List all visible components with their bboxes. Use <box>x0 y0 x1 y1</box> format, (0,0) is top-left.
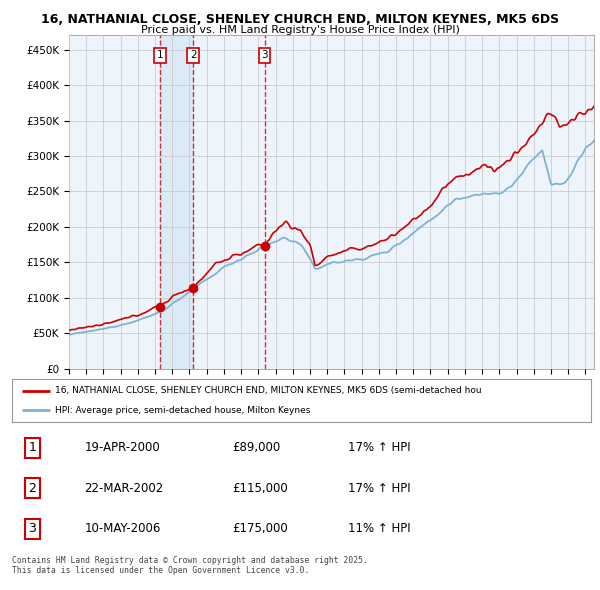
Text: 2: 2 <box>28 481 36 495</box>
Text: £175,000: £175,000 <box>232 522 288 535</box>
Text: 10-MAY-2006: 10-MAY-2006 <box>85 522 161 535</box>
Bar <box>160 35 193 369</box>
Text: 2: 2 <box>190 50 197 60</box>
Text: 17% ↑ HPI: 17% ↑ HPI <box>348 441 410 454</box>
Text: 3: 3 <box>28 522 36 535</box>
Text: £89,000: £89,000 <box>232 441 280 454</box>
Text: 1: 1 <box>28 441 36 454</box>
Text: 11% ↑ HPI: 11% ↑ HPI <box>348 522 410 535</box>
Text: 22-MAR-2002: 22-MAR-2002 <box>85 481 164 495</box>
Text: £115,000: £115,000 <box>232 481 288 495</box>
Text: 17% ↑ HPI: 17% ↑ HPI <box>348 481 410 495</box>
Text: HPI: Average price, semi-detached house, Milton Keynes: HPI: Average price, semi-detached house,… <box>55 406 311 415</box>
Text: 1: 1 <box>157 50 164 60</box>
Text: Contains HM Land Registry data © Crown copyright and database right 2025.
This d: Contains HM Land Registry data © Crown c… <box>12 556 368 575</box>
Text: 3: 3 <box>261 50 268 60</box>
Text: Price paid vs. HM Land Registry's House Price Index (HPI): Price paid vs. HM Land Registry's House … <box>140 25 460 35</box>
Text: 16, NATHANIAL CLOSE, SHENLEY CHURCH END, MILTON KEYNES, MK5 6DS (semi-detached h: 16, NATHANIAL CLOSE, SHENLEY CHURCH END,… <box>55 386 482 395</box>
Text: 19-APR-2000: 19-APR-2000 <box>85 441 160 454</box>
Text: 16, NATHANIAL CLOSE, SHENLEY CHURCH END, MILTON KEYNES, MK5 6DS: 16, NATHANIAL CLOSE, SHENLEY CHURCH END,… <box>41 13 559 26</box>
